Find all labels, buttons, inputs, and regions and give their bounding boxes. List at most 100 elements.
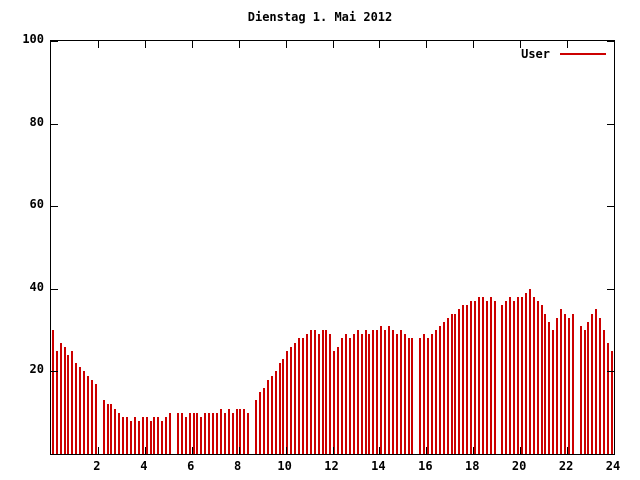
bar xyxy=(122,416,125,454)
bar xyxy=(411,338,414,454)
bar xyxy=(462,305,465,454)
x-tick-label: 12 xyxy=(324,459,339,473)
bar xyxy=(118,412,121,454)
tick-mark xyxy=(238,41,240,48)
bar xyxy=(446,317,449,454)
bar xyxy=(114,408,117,454)
bar xyxy=(388,325,391,454)
legend-label: User xyxy=(521,47,550,61)
tick-mark xyxy=(144,41,146,48)
bar xyxy=(231,412,234,454)
tick-mark xyxy=(191,41,193,48)
y-tick-label: 80 xyxy=(29,114,44,129)
tick-mark xyxy=(473,447,475,454)
bar xyxy=(587,321,590,454)
bar xyxy=(51,330,54,454)
tick-mark xyxy=(473,41,475,48)
bar xyxy=(71,350,74,454)
bar xyxy=(270,375,273,454)
tick-mark xyxy=(607,123,614,125)
bar xyxy=(75,363,78,454)
bar xyxy=(481,297,484,454)
bar xyxy=(524,292,527,454)
bar xyxy=(239,408,242,454)
tick-mark xyxy=(97,41,99,48)
bar xyxy=(606,342,609,454)
bar xyxy=(247,412,250,454)
bar xyxy=(309,330,312,454)
x-tick-label: 6 xyxy=(187,459,195,473)
bar xyxy=(423,334,426,454)
bar xyxy=(360,334,363,454)
tick-mark xyxy=(426,41,428,48)
bar xyxy=(223,412,226,454)
x-tick-label: 18 xyxy=(465,459,480,473)
bar xyxy=(329,334,332,454)
bar xyxy=(59,342,62,454)
bar xyxy=(255,400,258,454)
x-tick-label: 22 xyxy=(558,459,574,473)
tick-mark xyxy=(567,447,569,454)
tick-mark xyxy=(285,447,287,454)
bar xyxy=(352,334,355,454)
tick-mark xyxy=(285,41,287,48)
bar xyxy=(368,334,371,454)
bar xyxy=(427,338,430,454)
tick-mark xyxy=(238,447,240,454)
bar xyxy=(364,330,367,454)
x-tick-label: 24 xyxy=(605,459,621,473)
bar xyxy=(102,400,105,454)
tick-mark xyxy=(144,447,146,454)
bar xyxy=(145,416,148,454)
bar xyxy=(333,350,336,454)
bar xyxy=(403,334,406,454)
bar xyxy=(208,412,211,454)
tick-mark xyxy=(51,288,58,290)
bar xyxy=(431,334,434,454)
bar xyxy=(563,313,566,454)
tick-mark xyxy=(332,447,334,454)
bar xyxy=(161,420,164,454)
bar xyxy=(599,317,602,454)
bar xyxy=(419,338,422,454)
bar xyxy=(376,330,379,454)
bar xyxy=(477,297,480,454)
x-tick-label: 8 xyxy=(234,459,242,473)
bar xyxy=(556,317,559,454)
x-tick-label: 14 xyxy=(371,459,386,473)
bar xyxy=(274,371,277,454)
bar xyxy=(372,330,375,454)
tick-mark xyxy=(614,447,615,454)
bar xyxy=(286,350,289,454)
bar xyxy=(204,412,207,454)
bars-container xyxy=(51,41,614,454)
bar xyxy=(583,330,586,454)
bar xyxy=(227,408,230,454)
bar xyxy=(196,412,199,454)
bar xyxy=(63,346,66,454)
bar xyxy=(94,383,97,454)
bar xyxy=(399,330,402,454)
bar xyxy=(571,313,574,454)
bar xyxy=(188,412,191,454)
bar xyxy=(345,334,347,454)
tick-mark xyxy=(426,447,428,454)
bar xyxy=(129,420,132,454)
bar xyxy=(86,375,89,454)
tick-mark xyxy=(332,41,334,48)
bar xyxy=(67,354,70,454)
tick-mark xyxy=(191,447,193,454)
bar xyxy=(282,359,285,454)
bar xyxy=(133,416,136,454)
bar xyxy=(501,305,504,454)
bar xyxy=(532,297,535,454)
bar xyxy=(540,305,543,454)
bar xyxy=(180,412,183,454)
bar xyxy=(544,313,547,454)
tick-mark xyxy=(607,288,614,290)
bar xyxy=(513,301,516,454)
bar xyxy=(192,412,195,454)
x-tick-label: 20 xyxy=(511,459,527,473)
tick-mark xyxy=(614,41,615,48)
bar xyxy=(438,325,441,454)
